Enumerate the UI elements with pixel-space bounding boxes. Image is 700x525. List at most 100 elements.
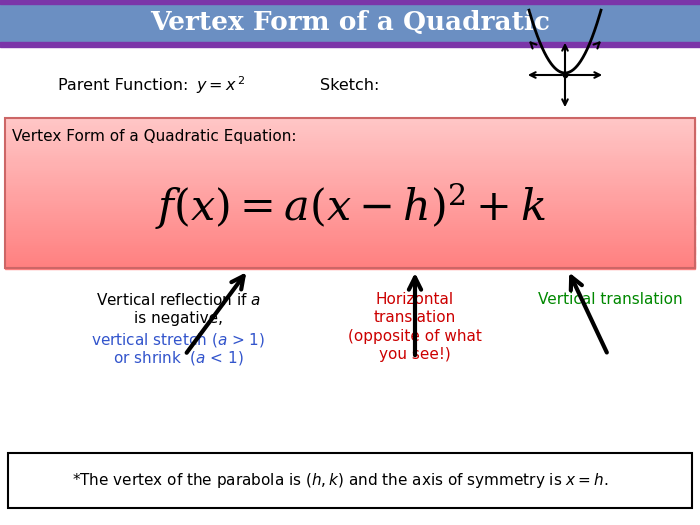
Bar (5, 135, 695, 137)
Bar (5, 219, 695, 222)
Bar (0, 42, 700, 47)
Bar (5, 169, 695, 171)
Bar (5, 129, 695, 132)
Bar (5, 212, 695, 214)
Bar (5, 125, 695, 128)
Bar (5, 154, 695, 156)
Bar (5, 193, 695, 195)
Bar (5, 255, 695, 257)
Bar (5, 191, 695, 194)
Bar (5, 180, 695, 182)
Bar (5, 242, 695, 244)
Bar (5, 136, 695, 139)
Bar (5, 195, 695, 197)
Bar (5, 208, 695, 211)
Text: you see!): you see!) (379, 346, 451, 362)
Bar (5, 184, 695, 186)
Bar (5, 230, 695, 233)
Bar (5, 228, 695, 231)
Bar (5, 133, 695, 135)
Text: vertical stretch ($a$ > 1): vertical stretch ($a$ > 1) (91, 331, 265, 349)
Bar (5, 198, 695, 201)
Bar (5, 214, 695, 216)
Text: $y = x^{\,2}$: $y = x^{\,2}$ (196, 74, 246, 96)
Bar (5, 210, 695, 212)
Text: Vertex Form of a Quadratic: Vertex Form of a Quadratic (150, 10, 550, 36)
Text: Horizontal: Horizontal (376, 292, 454, 308)
Bar (5, 202, 695, 205)
Bar (5, 123, 695, 126)
Bar (5, 122, 695, 124)
Bar (5, 225, 695, 227)
Bar (5, 165, 695, 167)
Text: Vertex Form of a Quadratic Equation:: Vertex Form of a Quadratic Equation: (12, 130, 297, 144)
Bar (5, 206, 695, 208)
Text: $f(x) = a(x - h)^2 + k$: $f(x) = a(x - h)^2 + k$ (155, 182, 545, 233)
Bar (5, 118, 695, 120)
Text: *The vertex of the parabola is $(h, k)$ and the axis of symmetry is $x = h.$: *The vertex of the parabola is $(h, k)$ … (71, 471, 608, 490)
Bar (5, 128, 695, 130)
Bar (5, 251, 695, 254)
Bar (5, 150, 695, 152)
Bar (5, 148, 695, 150)
Text: Sketch:: Sketch: (320, 78, 379, 92)
Bar (5, 233, 695, 235)
Text: Vertical reflection if $a$: Vertical reflection if $a$ (95, 292, 260, 308)
Bar (5, 155, 695, 158)
Text: is negative,: is negative, (134, 310, 223, 326)
Bar (5, 264, 695, 267)
Bar (5, 221, 695, 224)
Text: Parent Function:: Parent Function: (58, 78, 193, 92)
Bar (5, 217, 695, 220)
Bar (5, 144, 695, 146)
Bar (5, 152, 695, 154)
Bar (5, 167, 695, 169)
Bar (5, 120, 695, 122)
Bar (5, 182, 695, 184)
Bar (0, 0, 700, 4)
Bar (5, 131, 695, 133)
Bar (5, 189, 695, 192)
Bar (5, 257, 695, 259)
Bar (5, 158, 695, 160)
Text: Vertical translation: Vertical translation (538, 292, 682, 308)
Bar (5, 249, 695, 251)
Bar (5, 260, 695, 263)
Text: translation: translation (374, 310, 456, 326)
Bar (5, 142, 695, 145)
Bar (5, 240, 695, 242)
Bar (5, 146, 695, 149)
Bar (5, 171, 695, 173)
Bar (5, 161, 695, 163)
Bar (5, 262, 695, 265)
Bar (8, 453, 692, 508)
Bar (5, 197, 695, 199)
Bar (5, 234, 695, 237)
Bar (5, 139, 695, 141)
Bar (5, 223, 695, 225)
Bar (5, 266, 695, 268)
Bar (5, 244, 695, 246)
Bar (5, 201, 695, 203)
Bar (5, 159, 695, 162)
Bar (5, 204, 695, 207)
Bar (5, 246, 695, 248)
Bar (5, 259, 695, 261)
Bar (0, 0, 700, 46)
Bar (5, 253, 695, 255)
Text: (opposite of what: (opposite of what (348, 329, 482, 343)
Bar (5, 172, 695, 175)
Bar (5, 227, 695, 229)
Bar (5, 118, 695, 268)
Bar (5, 141, 695, 143)
Bar (5, 163, 695, 165)
Bar (5, 238, 695, 240)
Text: or shrink  ($a$ < 1): or shrink ($a$ < 1) (113, 349, 244, 367)
Bar (5, 185, 695, 188)
Bar (5, 174, 695, 176)
Bar (5, 176, 695, 178)
Bar (5, 247, 695, 250)
Bar (5, 178, 695, 181)
Bar (5, 215, 695, 218)
Bar (5, 187, 695, 190)
